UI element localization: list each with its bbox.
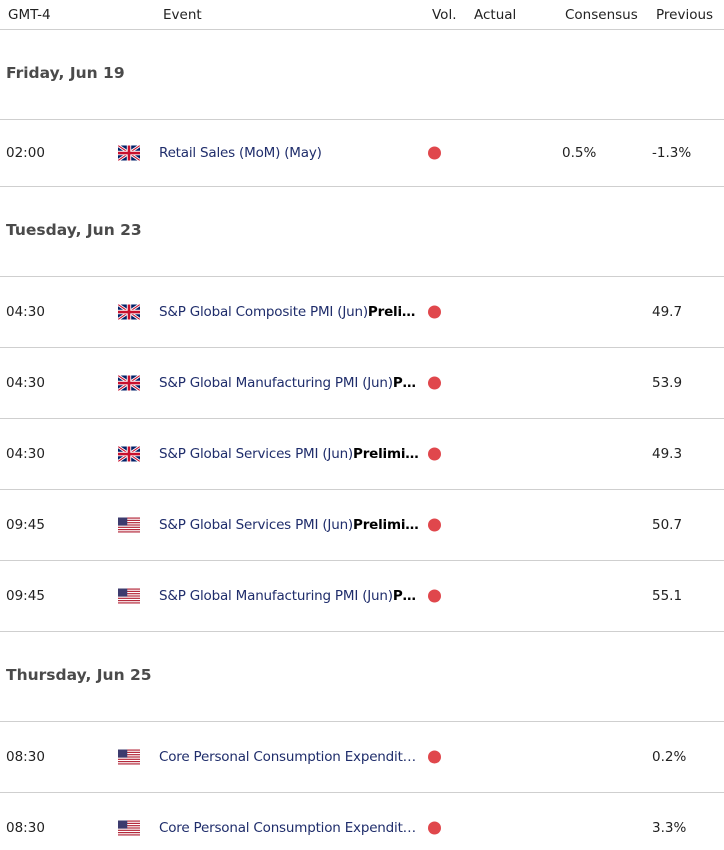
event-row: 04:30 S&P Global Composite PMI (Jun)Preli… <box>0 277 724 348</box>
header-cell: Previous <box>656 7 714 23</box>
header-cell: Event <box>163 7 202 23</box>
event-time: 04:30 <box>6 304 45 320</box>
calendar-body: Friday, Jun 19 02:00 Retail Sales (MoM) (M… <box>0 30 724 850</box>
volatility-dot <box>428 518 441 532</box>
event-title-bold: Prelimi… <box>353 517 419 533</box>
event-time: 08:30 <box>6 749 45 765</box>
event-name: S&P Global Composite PMI (Jun)Preli… <box>159 304 415 320</box>
event-time: 02:00 <box>6 145 45 161</box>
event-name: S&P Global Services PMI (Jun)Prelimi… <box>159 446 419 462</box>
date-row: Thursday, Jun 25 <box>0 632 724 722</box>
date-label: Friday, Jun 19 <box>6 64 125 82</box>
header-cell: Vol. <box>432 7 457 23</box>
flag-uk <box>118 145 140 161</box>
flag-us <box>118 820 140 836</box>
previous-value: 3.3% <box>652 820 687 836</box>
event-title-bold: P… <box>392 588 416 604</box>
event-name: S&P Global Services PMI (Jun)Prelimi… <box>159 517 419 533</box>
event-title: Core Personal Consumption Expendit… <box>159 820 416 836</box>
flag-us <box>118 749 140 765</box>
event-title: S&P Global Manufacturing PMI (Jun) <box>159 375 393 391</box>
event-time: 04:30 <box>6 375 45 391</box>
volatility-dot <box>428 589 441 603</box>
previous-value: 0.2% <box>652 749 687 765</box>
event-name: S&P Global Manufacturing PMI (Jun)P… <box>159 588 416 604</box>
volatility-dot <box>428 305 441 319</box>
event-time: 08:30 <box>6 820 45 836</box>
event-title-bold: P… <box>392 375 416 391</box>
previous-value: 53.9 <box>652 375 683 391</box>
event-title: S&P Global Manufacturing PMI (Jun) <box>159 588 393 604</box>
event-time: 09:45 <box>6 588 45 604</box>
previous-value: 55.1 <box>652 588 683 604</box>
date-label: Tuesday, Jun 23 <box>6 221 142 239</box>
previous-value: 49.3 <box>652 446 683 462</box>
event-row: 08:30 Core Personal Consumption Expendit…… <box>0 793 724 850</box>
date-label: Thursday, Jun 25 <box>6 666 152 684</box>
event-title: S&P Global Services PMI (Jun) <box>159 446 353 462</box>
header-cell: Consensus <box>565 7 638 23</box>
header-cell: GMT-4 <box>8 7 51 23</box>
event-time: 09:45 <box>6 517 45 533</box>
event-name: S&P Global Manufacturing PMI (Jun)P… <box>159 375 416 391</box>
event-time: 04:30 <box>6 446 45 462</box>
event-row: 09:45 S&P Global Services PMI (Jun)Prelim… <box>0 490 724 561</box>
volatility-dot <box>428 447 441 461</box>
flag-us <box>118 517 140 533</box>
volatility-dot <box>428 821 441 835</box>
flag-uk <box>118 446 140 462</box>
event-row: 02:00 Retail Sales (MoM) (May) 0.5% -1.3% <box>0 120 724 187</box>
previous-value: 49.7 <box>652 304 683 320</box>
event-name: Retail Sales (MoM) (May) <box>159 145 322 161</box>
event-name: Core Personal Consumption Expendit… <box>159 749 416 765</box>
event-row: 04:30 S&P Global Manufacturing PMI (Jun)P… <box>0 348 724 419</box>
previous-value: -1.3% <box>652 145 692 161</box>
volatility-dot <box>428 146 441 160</box>
previous-value: 50.7 <box>652 517 683 533</box>
flag-us <box>118 588 140 604</box>
event-title: Core Personal Consumption Expendit… <box>159 749 416 765</box>
date-row: Tuesday, Jun 23 <box>0 187 724 277</box>
flag-uk <box>118 375 140 391</box>
header-cell: Actual <box>474 7 517 23</box>
consensus-value: 0.5% <box>562 145 597 161</box>
event-title: Retail Sales (MoM) (May) <box>159 145 322 161</box>
date-row: Friday, Jun 19 <box>0 30 724 120</box>
event-title: S&P Global Services PMI (Jun) <box>159 517 353 533</box>
flag-uk <box>118 304 140 320</box>
event-title: S&P Global Composite PMI (Jun) <box>159 304 368 320</box>
event-row: 09:45 S&P Global Manufacturing PMI (Jun)P… <box>0 561 724 632</box>
event-name: Core Personal Consumption Expendit… <box>159 820 416 836</box>
event-title-bold: Prelimi… <box>353 446 419 462</box>
header-row: GMT-4 Event Vol. Actual Consensus Previo… <box>0 0 724 30</box>
event-row: 04:30 S&P Global Services PMI (Jun)Prelim… <box>0 419 724 490</box>
volatility-dot <box>428 750 441 764</box>
event-row: 08:30 Core Personal Consumption Expendit…… <box>0 722 724 793</box>
volatility-dot <box>428 376 441 390</box>
event-title-bold: Preli… <box>367 304 416 320</box>
